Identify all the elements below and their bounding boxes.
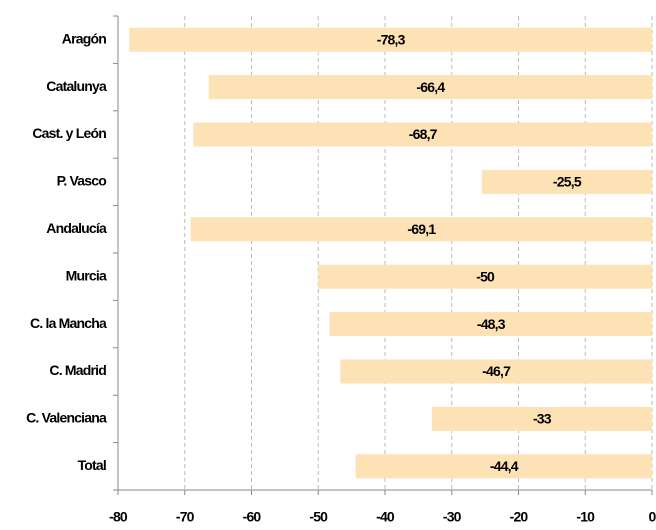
x-tick-label: -20: [510, 509, 529, 525]
value-label: -66,4: [416, 79, 445, 95]
value-label: -50: [476, 268, 495, 284]
y-tick-label: Catalunya: [46, 78, 107, 94]
y-tick-label: C. la Mancha: [30, 315, 107, 331]
bar: [208, 75, 652, 100]
value-label: -68,7: [409, 126, 438, 142]
y-tick-label: Cast. y León: [32, 125, 106, 141]
x-tick-label: -40: [376, 509, 395, 525]
bar: [431, 406, 652, 431]
x-tick-label: -10: [576, 509, 595, 525]
bar: [481, 169, 652, 194]
y-tick-label: P. Vasco: [57, 173, 107, 189]
y-tick-label: Murcia: [66, 267, 107, 283]
value-label: -78,3: [377, 31, 406, 47]
x-tick-label: -50: [309, 509, 328, 525]
value-label: -46,7: [482, 363, 511, 379]
x-tick-label: -60: [243, 509, 262, 525]
bar: [129, 27, 652, 52]
value-label: -48,3: [477, 316, 506, 332]
x-tick-label: -80: [109, 509, 128, 525]
value-label: -69,1: [407, 221, 436, 237]
value-label: -44,4: [490, 458, 519, 474]
bar: [355, 454, 652, 479]
y-tick-label: C. Madrid: [49, 362, 106, 378]
value-label: -33: [533, 411, 552, 427]
bar: [190, 217, 652, 242]
y-tick-label: Aragón: [62, 30, 106, 46]
value-label: -25,5: [553, 174, 582, 190]
x-tick-label: 0: [649, 509, 656, 525]
bar: [340, 359, 652, 384]
x-tick-label: -70: [176, 509, 195, 525]
y-tick-label: Total: [78, 457, 106, 473]
bar: [193, 122, 653, 147]
bar: [329, 312, 652, 337]
y-tick-label: C. Valenciana: [26, 410, 107, 426]
x-tick-label: -30: [443, 509, 462, 525]
bar: [318, 264, 652, 289]
y-tick-label: Andalucía: [46, 220, 107, 236]
